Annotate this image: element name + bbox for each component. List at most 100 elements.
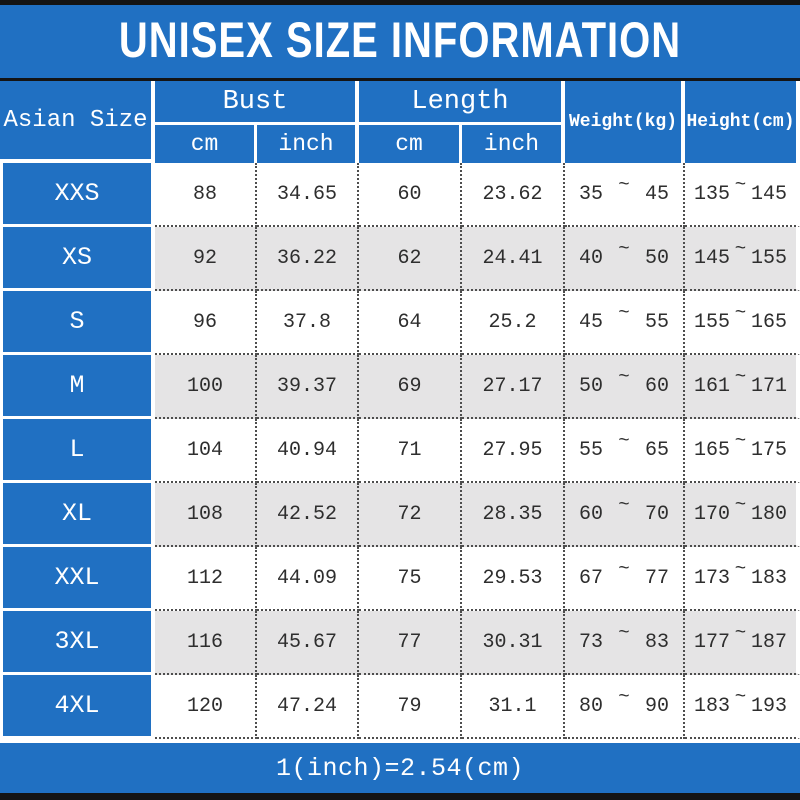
tilde-separator: ~ (618, 494, 630, 516)
height-max: 187 (750, 630, 787, 654)
length-inch-cell: 30.31 (462, 611, 565, 675)
bust-inch-cell: 44.09 (257, 547, 359, 611)
bust-inch-cell: 40.94 (257, 419, 359, 483)
size-cell: XS (0, 227, 155, 291)
tilde-separator: ~ (734, 238, 747, 260)
weight-min: 50 (579, 374, 604, 398)
weight-min: 55 (579, 438, 604, 462)
bust-inch-cell: 39.37 (257, 355, 359, 419)
bust-cm-cell: 92 (155, 227, 257, 291)
height-range-cell: 173 ~ 183 (685, 547, 800, 611)
bust-cm-cell: 88 (155, 163, 257, 227)
length-inch-cell: 27.95 (462, 419, 565, 483)
tilde-separator: ~ (734, 366, 747, 388)
weight-min: 45 (579, 310, 604, 334)
height-min: 173 (694, 566, 731, 590)
subheader-length-cm: cm (359, 125, 462, 163)
weight-max: 77 (644, 566, 669, 590)
length-inch-cell: 27.17 (462, 355, 565, 419)
bottom-black-bar (0, 793, 800, 800)
bust-cm-cell: 100 (155, 355, 257, 419)
weight-max: 83 (644, 630, 669, 654)
bust-inch-cell: 37.8 (257, 291, 359, 355)
length-inch-cell: 29.53 (462, 547, 565, 611)
col-header-bust: Bust (155, 81, 359, 125)
size-cell: M (0, 355, 155, 419)
weight-max: 50 (644, 246, 669, 270)
weight-max: 60 (644, 374, 669, 398)
bust-inch-cell: 45.67 (257, 611, 359, 675)
height-max: 175 (750, 438, 787, 462)
height-min: 165 (694, 438, 731, 462)
weight-min: 60 (579, 502, 604, 526)
bust-inch-cell: 47.24 (257, 675, 359, 739)
length-cm-cell: 69 (359, 355, 462, 419)
subheader-bust-inch: inch (257, 125, 359, 163)
length-cm-cell: 75 (359, 547, 462, 611)
tilde-separator: ~ (618, 174, 630, 196)
height-max: 183 (750, 566, 787, 590)
tilde-separator: ~ (618, 302, 630, 324)
length-cm-cell: 71 (359, 419, 462, 483)
bust-inch-cell: 42.52 (257, 483, 359, 547)
bust-cm-cell: 112 (155, 547, 257, 611)
length-inch-cell: 24.41 (462, 227, 565, 291)
size-cell: XXS (0, 163, 155, 227)
conversion-note: 1(inch)=2.54(cm) (275, 753, 525, 783)
height-max: 155 (750, 246, 787, 270)
footer-gap (0, 739, 800, 743)
weight-min: 67 (579, 566, 604, 590)
weight-range-cell: 80 ~ 90 (565, 675, 685, 739)
weight-max: 70 (644, 502, 669, 526)
height-range-cell: 155 ~ 165 (685, 291, 800, 355)
weight-min: 35 (579, 182, 604, 206)
length-inch-cell: 25.2 (462, 291, 565, 355)
height-min: 135 (694, 182, 731, 206)
subheader-bust-cm: cm (155, 125, 257, 163)
height-range-cell: 177 ~ 187 (685, 611, 800, 675)
height-max: 180 (750, 502, 787, 526)
length-cm-cell: 77 (359, 611, 462, 675)
bust-cm-cell: 120 (155, 675, 257, 739)
weight-max: 55 (644, 310, 669, 334)
weight-max: 90 (644, 694, 669, 718)
length-cm-cell: 72 (359, 483, 462, 547)
size-cell: XL (0, 483, 155, 547)
height-min: 155 (694, 310, 731, 334)
weight-range-cell: 73 ~ 83 (565, 611, 685, 675)
weight-range-cell: 55 ~ 65 (565, 419, 685, 483)
weight-range-cell: 67 ~ 77 (565, 547, 685, 611)
weight-range-cell: 60 ~ 70 (565, 483, 685, 547)
length-inch-cell: 31.1 (462, 675, 565, 739)
weight-range-cell: 45 ~ 55 (565, 291, 685, 355)
height-range-cell: 183 ~ 193 (685, 675, 800, 739)
bust-cm-cell: 108 (155, 483, 257, 547)
bust-cm-cell: 116 (155, 611, 257, 675)
height-range-cell: 161 ~ 171 (685, 355, 800, 419)
footer-bar: 1(inch)=2.54(cm) (0, 743, 800, 793)
height-max: 171 (750, 374, 787, 398)
size-table: Asian Size Bust Length Weight(kg) Height… (0, 81, 800, 739)
tilde-separator: ~ (618, 430, 630, 452)
size-cell: S (0, 291, 155, 355)
size-cell: 4XL (0, 675, 155, 739)
height-max: 165 (750, 310, 787, 334)
size-cell: 3XL (0, 611, 155, 675)
height-min: 177 (694, 630, 731, 654)
bust-inch-cell: 34.65 (257, 163, 359, 227)
tilde-separator: ~ (618, 366, 630, 388)
col-header-length: Length (359, 81, 565, 125)
title-bar: UNISEX SIZE INFORMATION (0, 5, 800, 78)
height-min: 161 (694, 374, 731, 398)
length-cm-cell: 62 (359, 227, 462, 291)
weight-range-cell: 50 ~ 60 (565, 355, 685, 419)
length-inch-cell: 23.62 (462, 163, 565, 227)
length-cm-cell: 60 (359, 163, 462, 227)
size-cell: XXL (0, 547, 155, 611)
height-range-cell: 135 ~ 145 (685, 163, 800, 227)
title-divider-bar (0, 78, 800, 81)
tilde-separator: ~ (618, 558, 630, 580)
tilde-separator: ~ (734, 622, 747, 644)
height-max: 193 (750, 694, 787, 718)
